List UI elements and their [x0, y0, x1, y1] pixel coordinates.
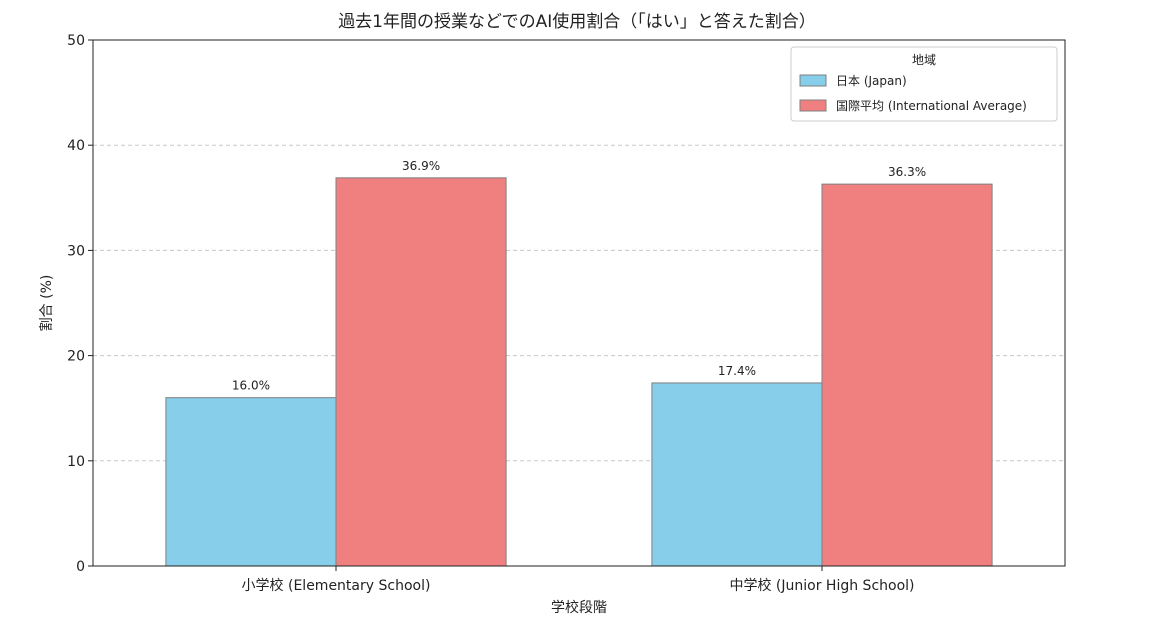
legend-box [790, 46, 1058, 122]
y-tick-label: 50 [67, 33, 85, 49]
y-tick-label: 20 [67, 349, 85, 365]
y-tick-label: 40 [67, 138, 85, 154]
legend-label: 国際平均 (International Average) [836, 99, 1027, 113]
bar-value-label: 36.9% [402, 159, 440, 173]
bars [165, 177, 993, 567]
x-ticks: 小学校 (Elementary School) 中学校 (Junior High … [242, 566, 915, 594]
x-axis-label: 学校段階 [551, 599, 607, 616]
bar [821, 183, 993, 567]
x-tick-label: 中学校 (Junior High School) [729, 577, 914, 594]
y-tick-label: 0 [76, 559, 85, 575]
bar [335, 177, 507, 567]
bar-value-label: 16.0% [232, 379, 270, 393]
plot-frame [92, 39, 1066, 567]
y-ticks: 0 10 20 30 40 50 [67, 33, 93, 575]
bar-value-label: 17.4% [718, 364, 756, 378]
y-tick-label: 30 [67, 243, 85, 259]
legend-swatch [799, 74, 827, 87]
legend: 地域 日本 (Japan) 国際平均 (International Average… [790, 46, 1058, 122]
legend-label: 日本 (Japan) [836, 74, 907, 88]
value-labels: 16.0% 36.9% 17.4% 36.3% [232, 159, 926, 393]
y-axis-label: 割合 (%) [38, 275, 55, 332]
bar [651, 382, 823, 567]
bar-value-label: 36.3% [888, 165, 926, 179]
y-tick-label: 10 [67, 454, 85, 470]
legend-swatch [799, 99, 827, 112]
legend-title: 地域 [912, 53, 936, 67]
legend-items: 日本 (Japan) 国際平均 (International Average) [799, 74, 1027, 113]
bar [165, 397, 337, 567]
axes [92, 39, 1066, 567]
x-tick-label: 小学校 (Elementary School) [242, 577, 431, 594]
chart-title: 過去1年間の授業などでのAI使用割合（「はい」と答えた割合） [338, 11, 816, 32]
